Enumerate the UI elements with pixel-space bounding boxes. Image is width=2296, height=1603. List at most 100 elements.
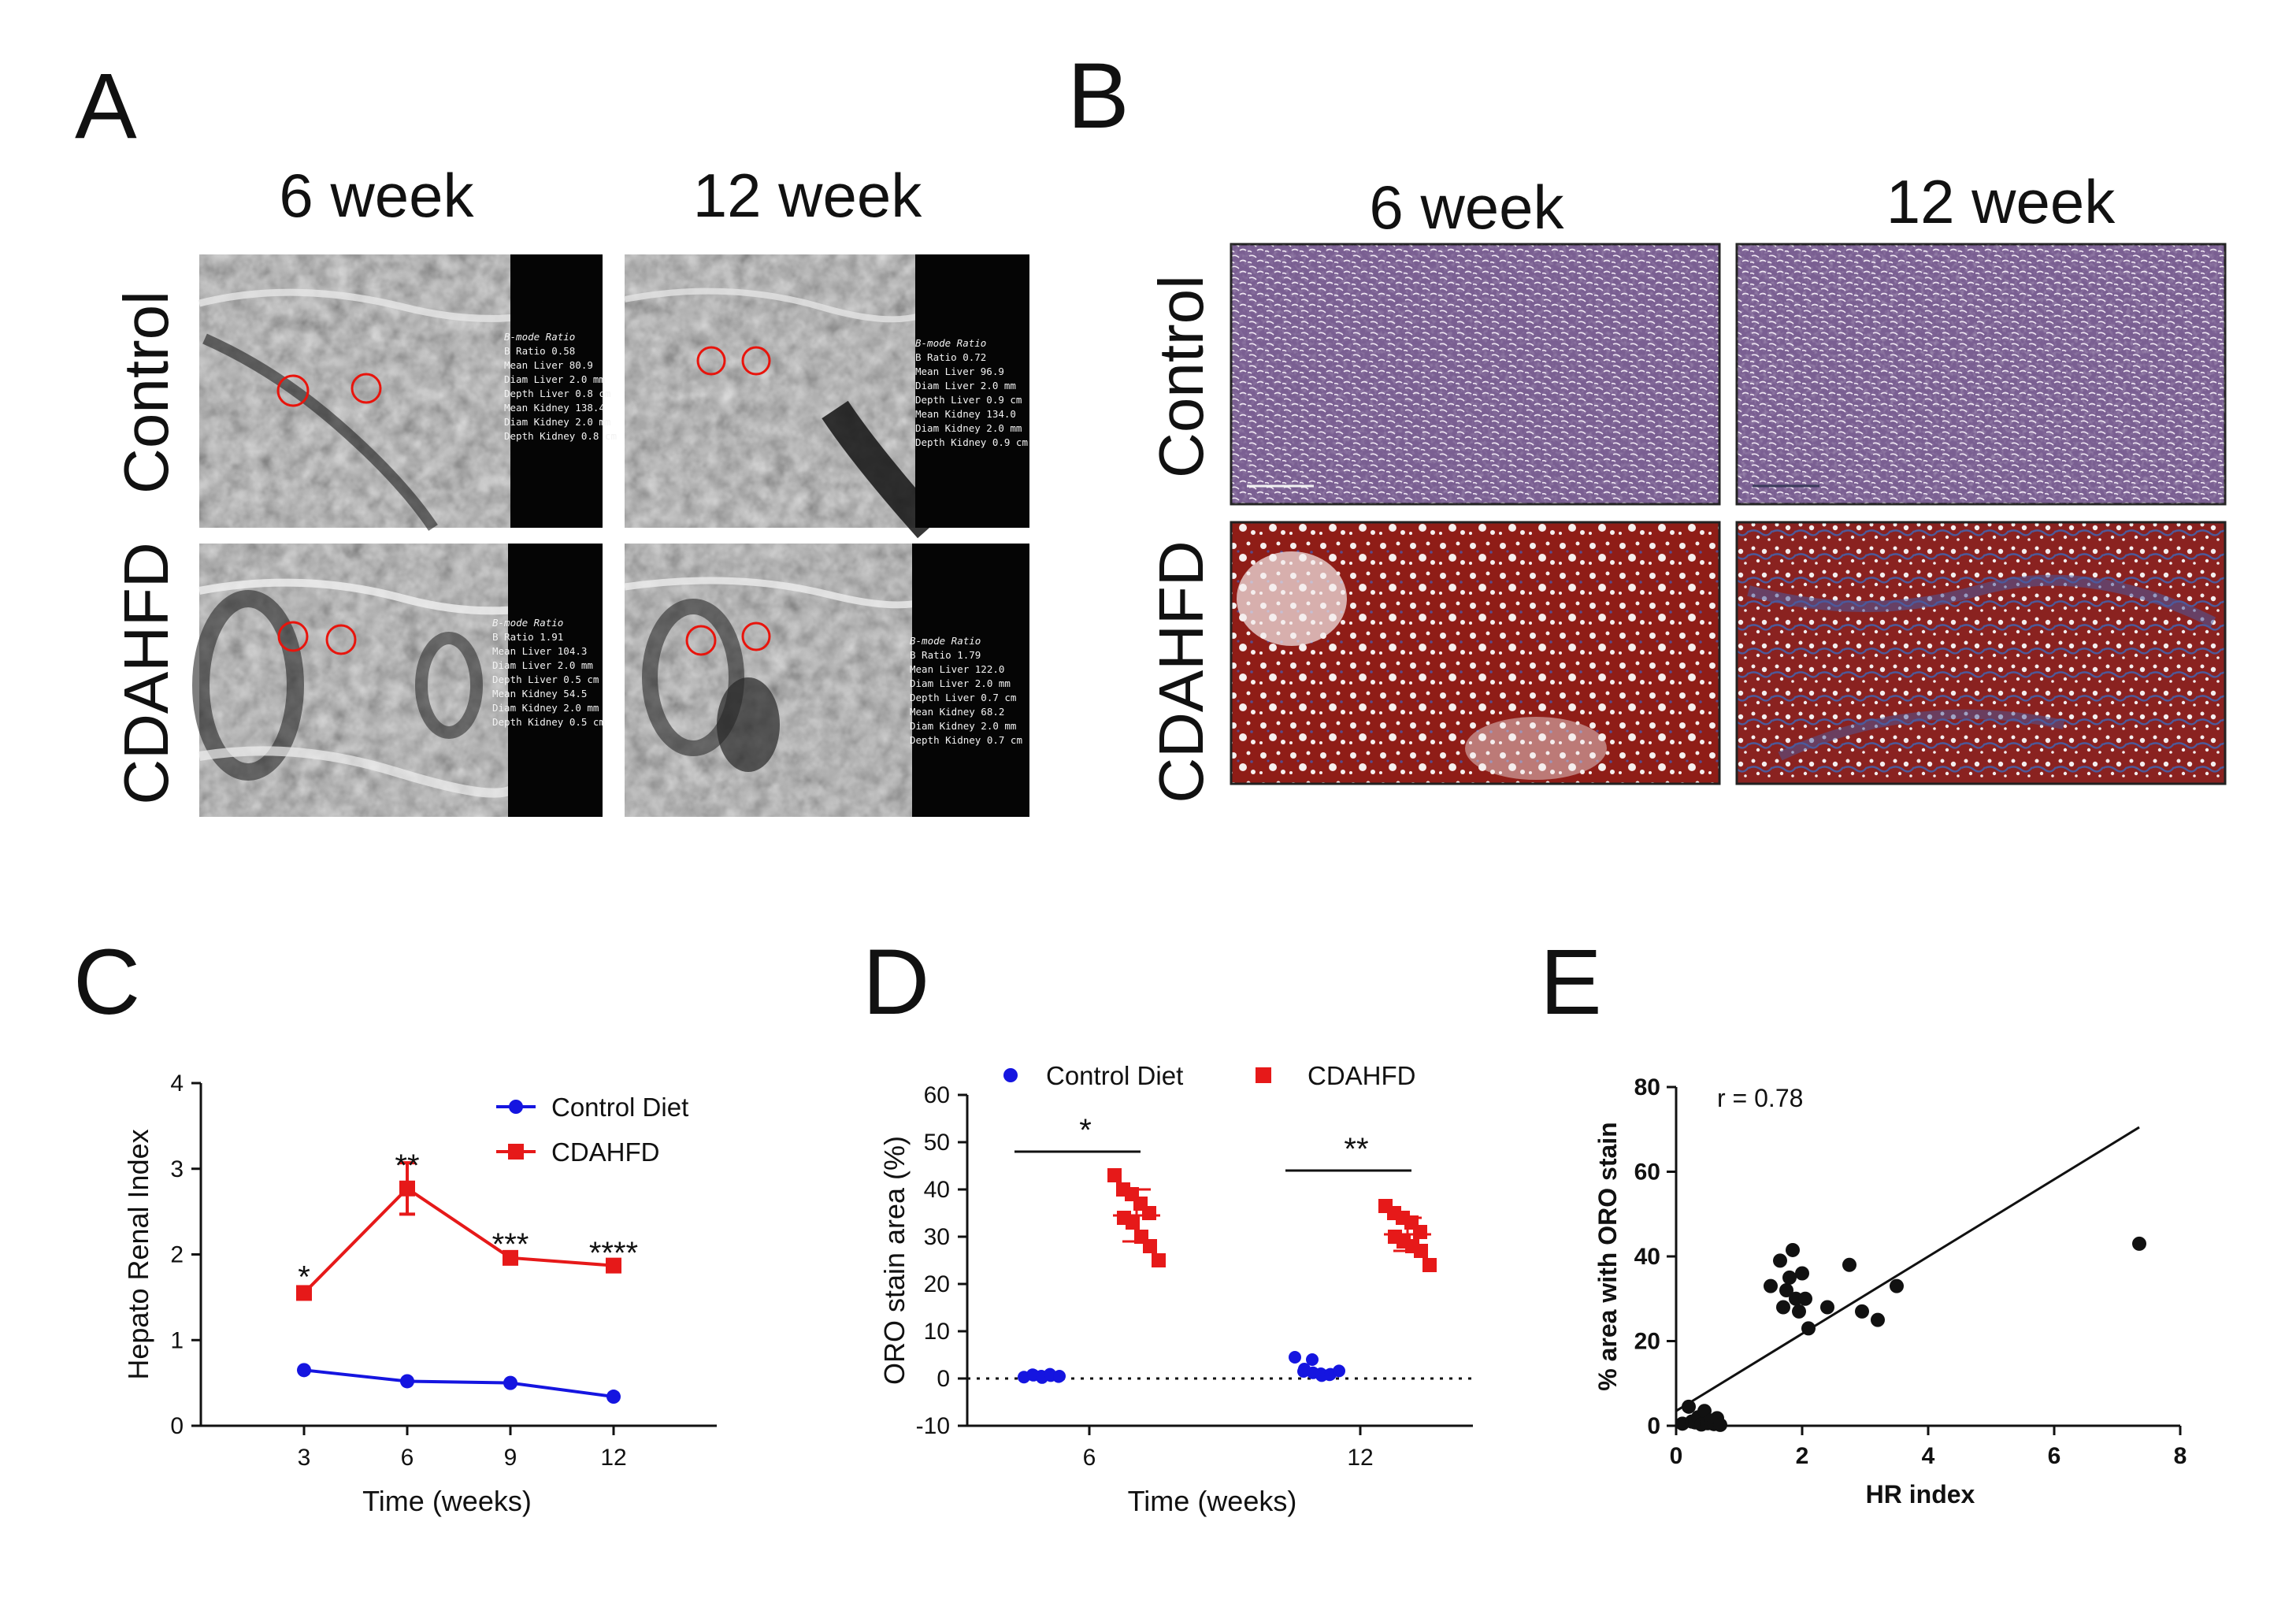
svg-text:Mean Liver 80.9: Mean Liver 80.9 [504,359,593,371]
svg-text:Mean Kidney 54.5: Mean Kidney 54.5 [492,688,587,699]
svg-text:Diam Kidney 2.0 mm: Diam Kidney 2.0 mm [504,416,610,428]
x-tick-label: 6 [401,1445,414,1471]
panel-a-row-control: Control [111,291,181,494]
data-point [2132,1236,2146,1251]
data-point [1776,1300,1790,1315]
data-point [1713,1417,1727,1432]
y-tick-label: 50 [924,1130,950,1156]
y-tick-label: -10 [916,1413,950,1439]
significance-label: ** [1344,1132,1368,1167]
legend-marker [1256,1067,1271,1083]
legend-marker [1003,1068,1018,1082]
data-point [1152,1253,1166,1267]
ultrasound-control-6-week: B-mode Ratio B Ratio 0.58 Mean Liver 80.… [198,254,617,531]
data-point [1782,1270,1797,1285]
svg-text:Depth Kidney 0.8 cm: Depth Kidney 0.8 cm [504,430,617,442]
y-tick-label: 20 [1634,1329,1660,1355]
data-point [606,1390,621,1404]
svg-text:Depth Liver 0.8 cm: Depth Liver 0.8 cm [504,388,610,399]
ultrasound-cdahfd-6-week: B-mode Ratio B Ratio 1.91 Mean Liver 104… [192,544,605,817]
ultrasound-cdahfd-12-week: B-mode Ratio B Ratio 1.79 Mean Liver 122… [624,544,1029,817]
x-tick-label: 12 [600,1445,626,1471]
x-tick-label: 0 [1670,1443,1683,1469]
svg-text:Diam Kidney 2.0 mm: Diam Kidney 2.0 mm [915,422,1022,434]
data-point [1413,1225,1427,1239]
panel-b-row-control: Control [1146,275,1216,478]
y-axis-label: % area with ORO stain [1593,1122,1622,1390]
svg-text:Diam Kidney 2.0 mm: Diam Kidney 2.0 mm [910,720,1016,732]
histology-cdahfd-6-week [1230,521,1721,785]
panel-b: B 6 week 12 week Control CDAHFD [1067,44,2227,803]
y-tick-label: 0 [170,1413,184,1439]
y-tick-label: 10 [924,1319,950,1345]
significance-label: * [1079,1113,1092,1148]
data-point [503,1249,518,1266]
data-point [1801,1321,1816,1336]
y-tick-label: 40 [924,1177,950,1203]
panel-b-row-cdahfd: CDAHFD [1146,540,1216,803]
svg-text:Diam Liver 2.0 mm: Diam Liver 2.0 mm [915,380,1016,391]
legend-label: CDAHFD [551,1137,660,1167]
data-point [297,1363,311,1378]
histology-control-6-week [1230,243,1721,506]
series-line-control-diet [303,1368,614,1399]
panel-a-col-6-week: 6 week [279,161,474,230]
data-point [1764,1278,1778,1293]
data-point [1871,1312,1885,1327]
b-mode-readout: B-mode Ratio B Ratio 1.79 Mean Liver 122… [910,635,1022,746]
svg-text:Mean Kidney 138.4: Mean Kidney 138.4 [504,402,605,414]
x-tick-label: 6 [1083,1445,1096,1471]
x-tick-label: 2 [1796,1443,1809,1469]
panel-d-chart: -10 0 10 20 30 40 50 60 6 12 Time (weeks) ORO stain… [878,1061,1473,1517]
y-tick-label: 1 [170,1327,184,1353]
panel-letter-e: E [1540,930,1602,1034]
data-point [400,1374,414,1389]
x-axis-label: Time (weeks) [362,1485,532,1517]
panel-a: A 6 week 12 week Control CDAHFD B-mode R… [75,54,1029,817]
data-point [296,1285,312,1301]
data-point [1842,1257,1856,1272]
data-point [1890,1278,1904,1293]
x-axis-label: Time (weeks) [1128,1485,1297,1517]
data-point [1795,1266,1809,1281]
panel-a-row-cdahfd: CDAHFD [111,542,181,804]
data-point [1773,1253,1787,1268]
regression-line [1675,1126,2140,1412]
data-point [1289,1351,1301,1364]
data-point [1855,1304,1869,1319]
data-point [1786,1242,1800,1257]
svg-text:Depth Liver 0.5 cm: Depth Liver 0.5 cm [492,673,599,685]
data-point [1107,1168,1122,1182]
x-tick-label: 6 [2048,1443,2061,1469]
y-axis-label: ORO stain area (%) [878,1136,911,1385]
significance-label: *** [492,1227,529,1262]
roi-kidney-marker [741,346,771,376]
svg-text:Depth Liver 0.9 cm: Depth Liver 0.9 cm [915,394,1022,406]
b-mode-readout: B-mode Ratio B Ratio 1.91 Mean Liver 104… [492,617,605,728]
data-point [1422,1258,1437,1272]
legend-marker [508,1144,524,1160]
svg-text:B Ratio 0.72: B Ratio 0.72 [915,351,986,363]
roi-kidney-marker [325,624,357,655]
panel-e-chart: 0 20 40 60 80 0 2 4 6 8 HR index % area with ORO st… [1593,1074,2187,1508]
y-tick-label: 20 [924,1271,950,1297]
y-tick-label: 60 [924,1082,950,1108]
legend-label: CDAHFD [1307,1061,1416,1090]
svg-text:B Ratio 1.91: B Ratio 1.91 [492,631,563,643]
significance-label: **** [589,1236,638,1271]
y-tick-label: 4 [170,1071,184,1096]
x-tick-label: 3 [298,1445,311,1471]
svg-text:Depth Liver 0.7 cm: Depth Liver 0.7 cm [910,692,1016,703]
data-point [1682,1399,1696,1414]
panel-b-col-6-week: 6 week [1369,173,1564,242]
roi-liver-marker [277,621,309,652]
significance-label: ** [395,1148,419,1183]
b-mode-readout: B-mode Ratio B Ratio 0.58 Mean Liver 80.… [504,331,617,442]
svg-text:Mean Liver 96.9: Mean Liver 96.9 [915,365,1004,377]
panel-letter-a: A [75,54,137,158]
svg-text:Diam Liver 2.0 mm: Diam Liver 2.0 mm [910,677,1011,689]
y-tick-label: 60 [1634,1160,1660,1186]
x-axis-label: HR index [1866,1480,1975,1508]
roi-liver-marker [276,374,310,407]
